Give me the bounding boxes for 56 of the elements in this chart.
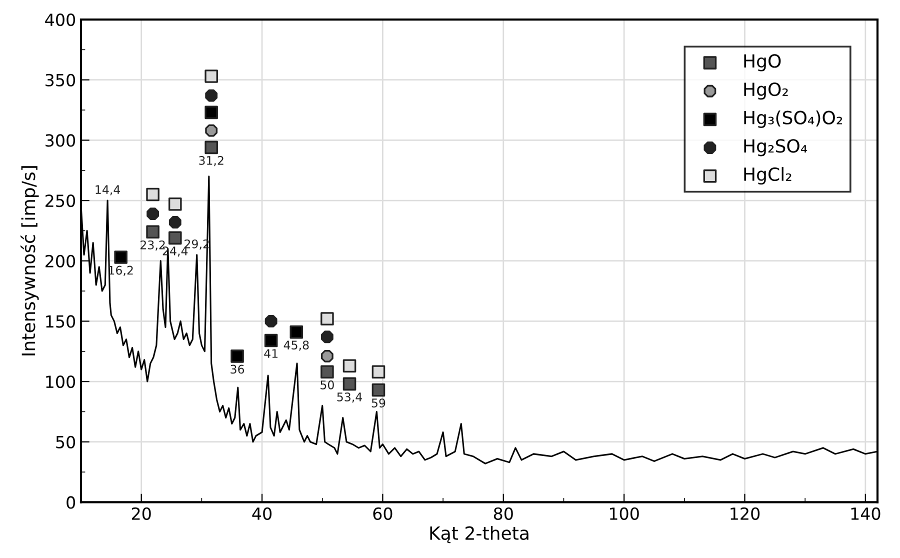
y-tick-label: 50 — [56, 436, 76, 448]
point — [264, 314, 278, 328]
y-tick-label: 150 — [46, 315, 76, 328]
y-tick-label: 200 — [46, 254, 76, 268]
point — [205, 89, 218, 102]
point — [372, 365, 386, 379]
annotation: 36 — [230, 364, 244, 374]
y-axis-title: Intensywność [imp/s] — [20, 166, 39, 356]
point — [290, 325, 304, 339]
x-tick-label: 20 — [132, 507, 151, 520]
point — [230, 350, 244, 363]
y-tick-label: 0 — [66, 496, 76, 509]
annotation: 53,4 — [337, 392, 362, 403]
annotation: 45,8 — [284, 340, 309, 351]
annotation: 59 — [372, 398, 386, 408]
point — [146, 188, 160, 202]
x-tick-label: 60 — [373, 507, 392, 520]
point — [264, 334, 278, 348]
point — [372, 383, 386, 397]
y-tick-label: 300 — [46, 134, 76, 147]
point — [204, 106, 218, 120]
point — [204, 70, 218, 83]
point — [114, 250, 128, 264]
y-tick-label: 350 — [46, 74, 76, 86]
point — [168, 198, 182, 211]
legend-label: HgO₂ — [744, 82, 788, 100]
annotation: 50 — [320, 380, 334, 390]
point — [146, 225, 160, 239]
point — [342, 377, 356, 391]
x-tick-label: 40 — [252, 507, 272, 520]
annotation: 14,4 — [96, 185, 120, 196]
x-tick-label: 80 — [494, 507, 513, 520]
legend-label: HgO — [744, 54, 781, 72]
y-tick-label: 400 — [45, 13, 76, 26]
y-tick-label: 100 — [46, 375, 76, 388]
x-tick-label: 120 — [730, 507, 760, 520]
point — [204, 140, 218, 154]
annotation: 41 — [264, 349, 278, 358]
point — [320, 350, 334, 362]
annotation: 31,2 — [199, 156, 224, 166]
point — [205, 124, 218, 137]
annotation: 23,2 — [140, 240, 165, 251]
x-tick-label: 140 — [851, 507, 880, 520]
y-tick-label: 250 — [46, 194, 76, 208]
point — [320, 330, 334, 344]
point — [320, 312, 334, 326]
point — [342, 359, 356, 372]
point — [168, 216, 182, 228]
x-tick-label: 100 — [610, 507, 639, 520]
legend-label: Hg₂SO₄ — [744, 139, 808, 156]
point — [320, 365, 334, 379]
x-axis-title: Kąt 2-theta — [430, 526, 528, 544]
point — [146, 208, 160, 220]
legend-label: Hg₃(SO₄)O₂ — [744, 110, 842, 128]
point — [168, 231, 182, 245]
legend-label: HgCl₂ — [744, 167, 792, 185]
